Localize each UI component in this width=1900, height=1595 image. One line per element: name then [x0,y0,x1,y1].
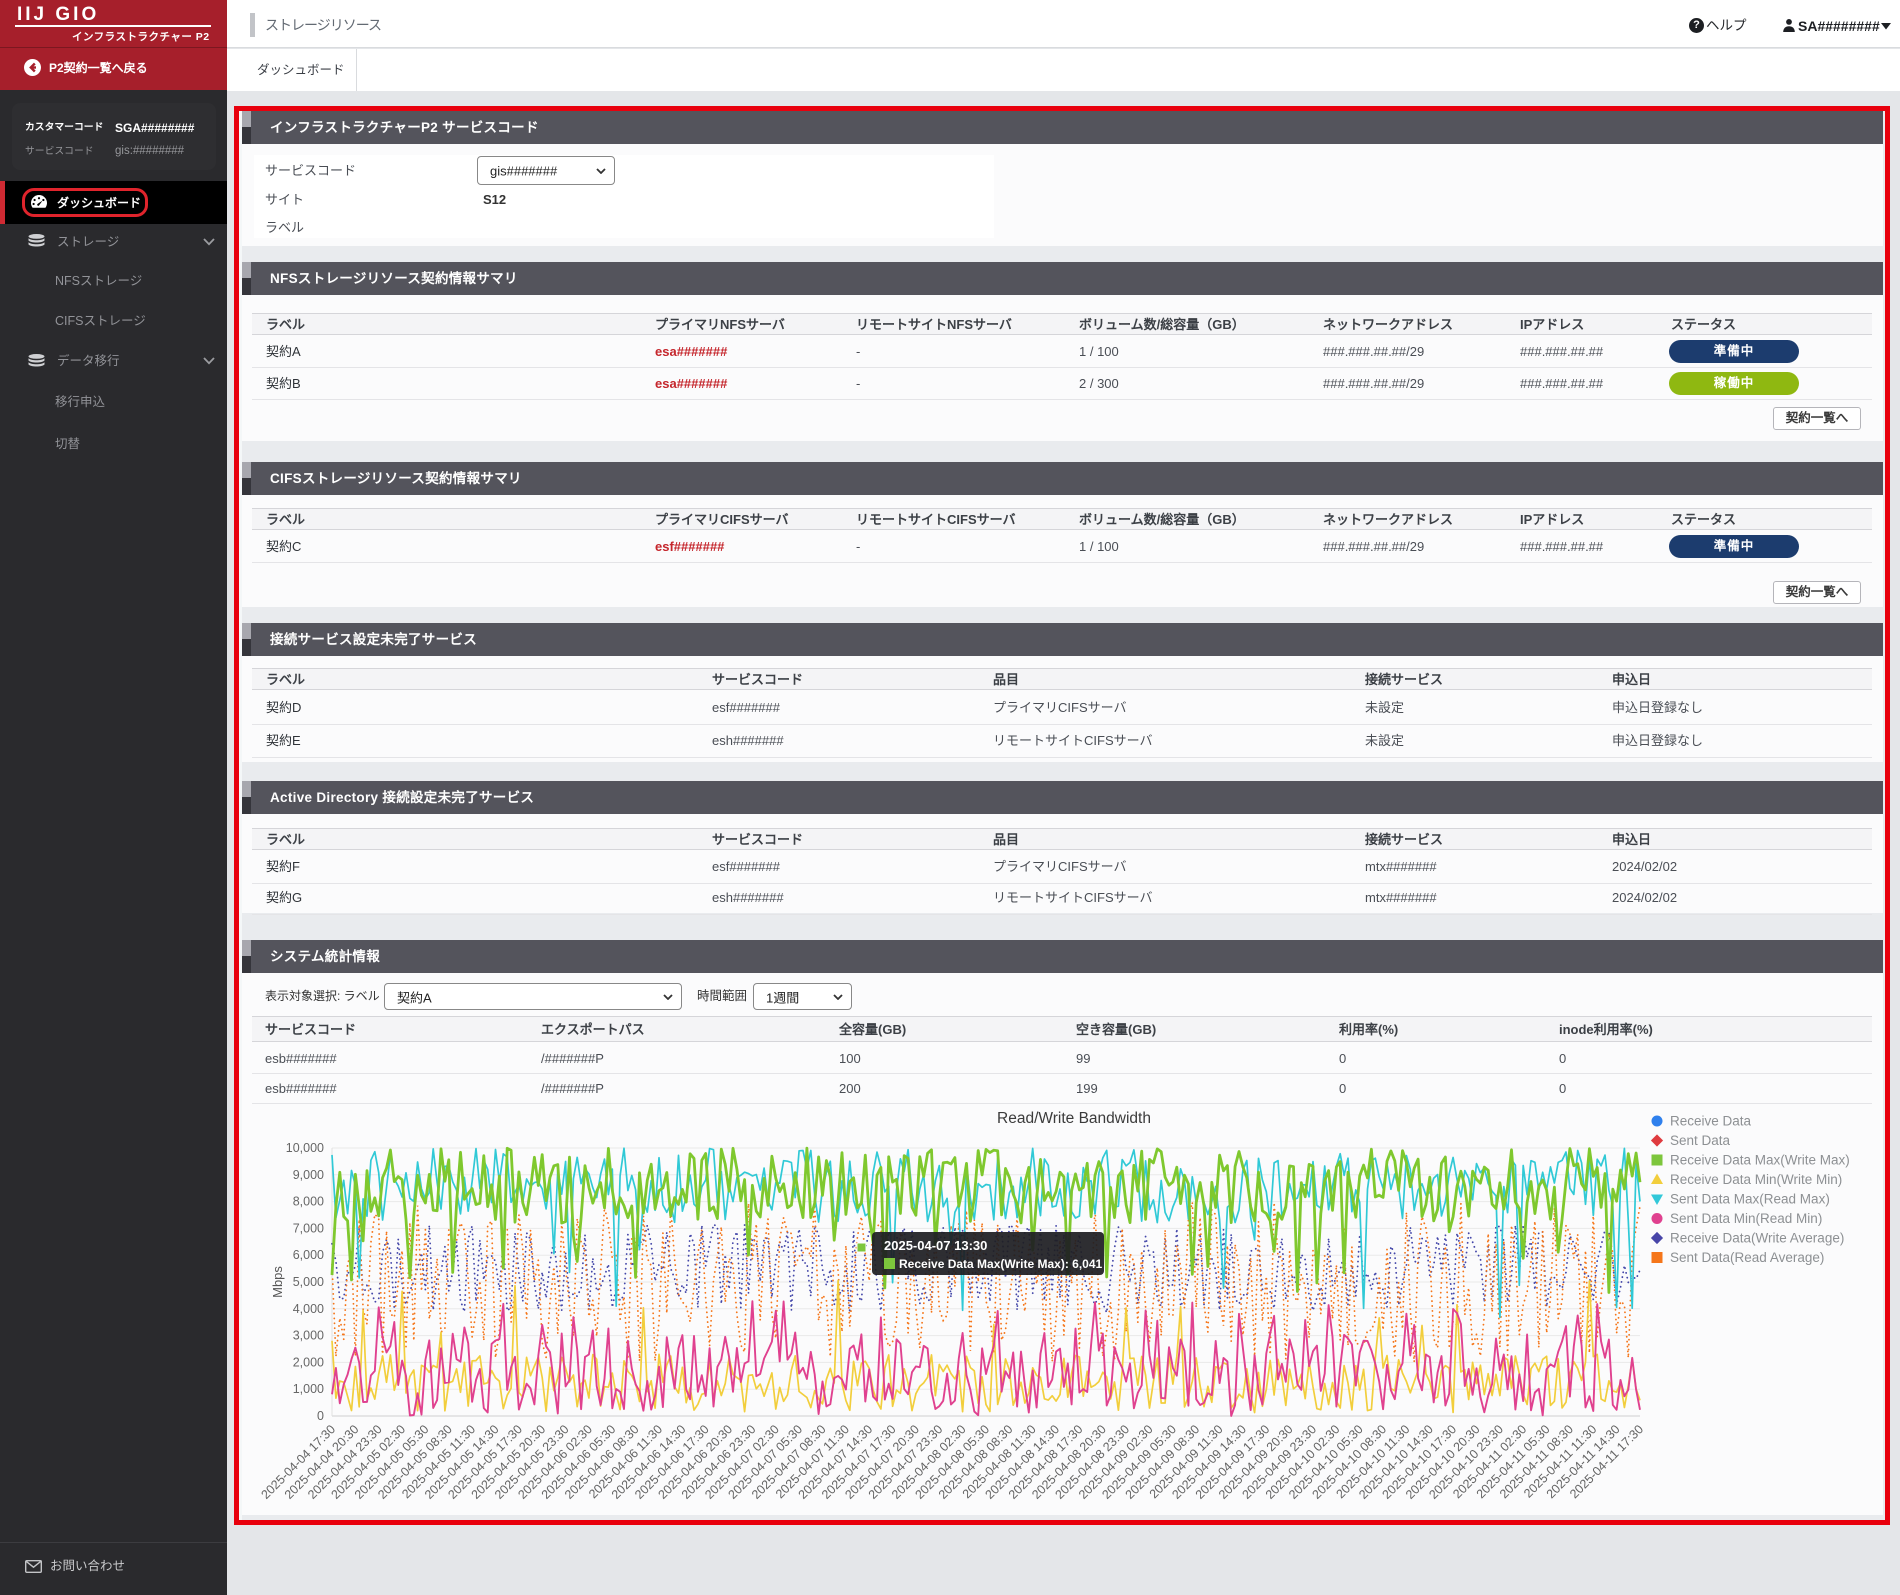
svg-text:3,000: 3,000 [293,1329,324,1343]
svg-text:Receive Data(Write Average): Receive Data(Write Average) [1670,1231,1844,1246]
svg-text:Receive Data: Receive Data [1670,1114,1752,1129]
svg-text:2,000: 2,000 [293,1355,324,1369]
svg-text:4,000: 4,000 [293,1302,324,1316]
svg-text:Sent Data(Read Average): Sent Data(Read Average) [1670,1250,1824,1265]
svg-text:8,000: 8,000 [293,1195,324,1209]
svg-text:Sent Data: Sent Data [1670,1133,1731,1148]
svg-text:Mbps: Mbps [270,1266,285,1298]
svg-text:0: 0 [317,1409,324,1423]
svg-text:Receive Data Max(Write Max): Receive Data Max(Write Max) [1670,1153,1850,1168]
svg-text:Sent Data Min(Read Min): Sent Data Min(Read Min) [1670,1211,1822,1226]
svg-text:2025-04-07 13:30: 2025-04-07 13:30 [884,1238,987,1253]
svg-text:10,000: 10,000 [286,1141,324,1155]
svg-text:7,000: 7,000 [293,1221,324,1235]
svg-text:Sent Data Max(Read Max): Sent Data Max(Read Max) [1670,1192,1830,1207]
svg-text:Receive Data Min(Write Min): Receive Data Min(Write Min) [1670,1172,1842,1187]
svg-text:1,000: 1,000 [293,1382,324,1396]
svg-text:Receive Data Max(Write Max): 6: Receive Data Max(Write Max): 6,041 [899,1257,1103,1271]
svg-text:5,000: 5,000 [293,1275,324,1289]
svg-text:9,000: 9,000 [293,1168,324,1182]
svg-text:Read/Write Bandwidth: Read/Write Bandwidth [997,1110,1151,1127]
svg-text:6,000: 6,000 [293,1248,324,1262]
